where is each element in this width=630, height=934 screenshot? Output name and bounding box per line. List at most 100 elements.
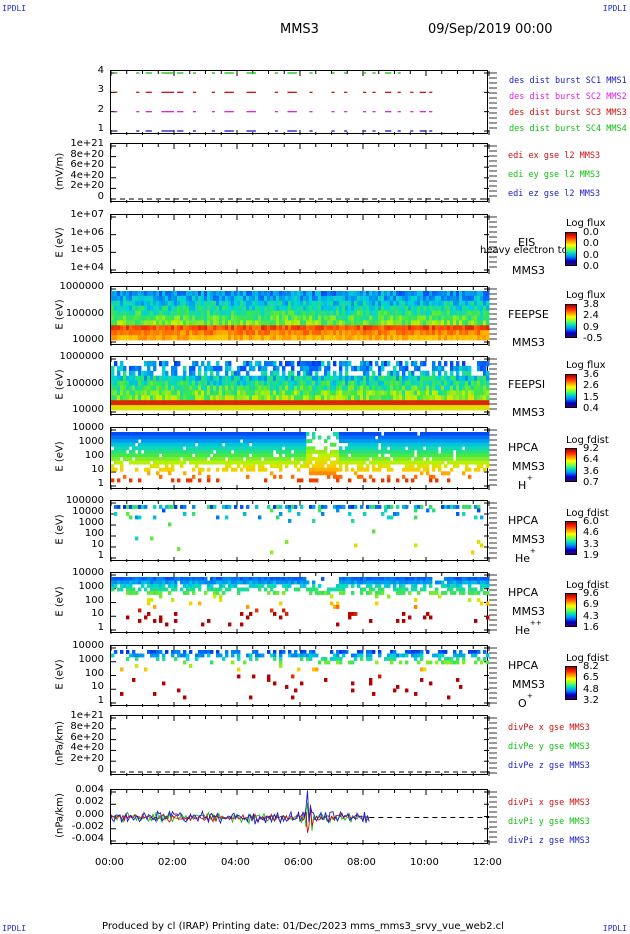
spectrogram-cell [393, 435, 397, 440]
spectrogram-cell [387, 478, 391, 483]
spectrogram-cell [276, 591, 280, 595]
spectrogram-cell [405, 432, 409, 436]
spectrogram-cell [243, 375, 247, 381]
spectrogram-cell [483, 295, 487, 302]
spectrogram-cell [456, 453, 460, 458]
spectrogram-cell [471, 591, 475, 595]
spectrogram-cell [192, 380, 196, 386]
spectrogram-cell [306, 464, 310, 469]
spectrogram-cell [390, 395, 394, 401]
spectrogram-cell [120, 584, 124, 588]
spectrogram-cell [462, 390, 466, 396]
spectrogram-cell [168, 295, 172, 302]
spectrogram-cell [396, 505, 400, 509]
spectrogram-cell [228, 446, 232, 451]
spectrogram-cell [228, 335, 232, 341]
spectrogram-cell [183, 449, 187, 454]
spectrogram-cell [129, 435, 133, 440]
spectrogram-cell [198, 370, 202, 377]
spectrogram-cell [246, 390, 250, 396]
spectrogram-cell [132, 591, 136, 595]
spectrogram-cell [315, 291, 319, 297]
spectrogram-cell [480, 325, 484, 331]
spectrogram-cell [387, 460, 391, 465]
spectrogram-cell [141, 380, 145, 386]
spectrogram-cell [330, 295, 334, 302]
spectrogram-cell [483, 449, 487, 454]
spectrogram-cell [120, 449, 124, 454]
spectrogram-cell [321, 471, 325, 476]
spectrogram-cell [408, 446, 412, 451]
spectrogram-cell [135, 446, 139, 451]
spectrogram-cell [186, 291, 190, 297]
spectrogram-cell [381, 591, 385, 595]
spectrogram-cell [144, 615, 148, 620]
spectrogram-cell [480, 300, 484, 307]
spectrogram-cell [216, 405, 220, 411]
spectrogram-cell [186, 390, 190, 396]
spectrogram-cell [177, 446, 181, 451]
spectrogram-cell [273, 405, 277, 411]
spectrogram-cell [345, 385, 349, 391]
spectrogram-cell [258, 587, 262, 592]
spectrogram-cell [408, 300, 412, 307]
spectrogram-cell [153, 310, 157, 316]
spectrogram-cell [441, 365, 445, 372]
spectrogram-cell [144, 405, 148, 411]
spectrogram-cell [129, 325, 133, 331]
spectrogram-cell [321, 330, 325, 336]
spectrogram-cell [441, 315, 445, 321]
spectrogram-cell [147, 612, 151, 616]
spectrogram-cell [195, 435, 199, 440]
spectrogram-cell [198, 587, 202, 592]
spectrogram-cell [153, 375, 157, 381]
spectrogram-cell [165, 464, 169, 469]
spectrogram-cell [441, 400, 445, 406]
spectrogram-cell [369, 619, 373, 623]
spectrogram-cell [150, 584, 154, 588]
spectrogram-cell [306, 390, 310, 396]
spectrogram-cell [165, 295, 169, 302]
spectrogram-cell [330, 375, 334, 381]
spectrogram-cell [300, 375, 304, 381]
spectrogram-cell [357, 335, 361, 341]
spectrogram-cell [285, 305, 289, 311]
spectrogram-cell [456, 325, 460, 331]
spectrogram-cell [258, 453, 262, 458]
spectrogram-cell [129, 335, 133, 341]
spectrogram-cell [246, 457, 250, 461]
spectrogram-cell [312, 310, 316, 316]
spectrogram-cell [330, 335, 334, 341]
spectrogram-cell [279, 457, 283, 461]
spectrogram-cell [381, 464, 385, 469]
spectrogram-cell [369, 295, 373, 302]
spectrogram-cell [378, 335, 382, 341]
spectrogram-cell [462, 460, 466, 465]
spectrogram-cell [417, 310, 421, 316]
spectrogram-cell [210, 449, 214, 454]
spectrogram-cell [270, 608, 274, 613]
spectrogram-cell [279, 320, 283, 326]
spectrogram-cell [411, 478, 415, 483]
spectrogram-cell [282, 435, 286, 440]
spectrogram-cell [216, 305, 220, 311]
spectrogram-cell [291, 460, 295, 465]
spectrogram-cell [189, 385, 193, 391]
spectrogram-cell [249, 385, 253, 391]
spectrogram-cell [129, 375, 133, 381]
spectrogram-cell [462, 591, 466, 595]
spectrogram-cell [312, 380, 316, 386]
spectrogram-cell [432, 370, 436, 377]
spectrogram-cell [300, 432, 304, 436]
spectrogram-cell [318, 453, 322, 458]
spectrogram-cell [180, 380, 184, 386]
spectrogram-cell [153, 442, 157, 447]
spectrogram-cell [363, 512, 367, 516]
spectrogram-cell [147, 370, 151, 377]
spectrogram-cell [183, 375, 187, 381]
spectrogram-cell [246, 291, 250, 297]
spectrogram-cell [285, 405, 289, 411]
spectrogram-cell [240, 467, 244, 472]
spectrogram-cell [150, 370, 154, 377]
spectrogram-cell [192, 467, 196, 472]
